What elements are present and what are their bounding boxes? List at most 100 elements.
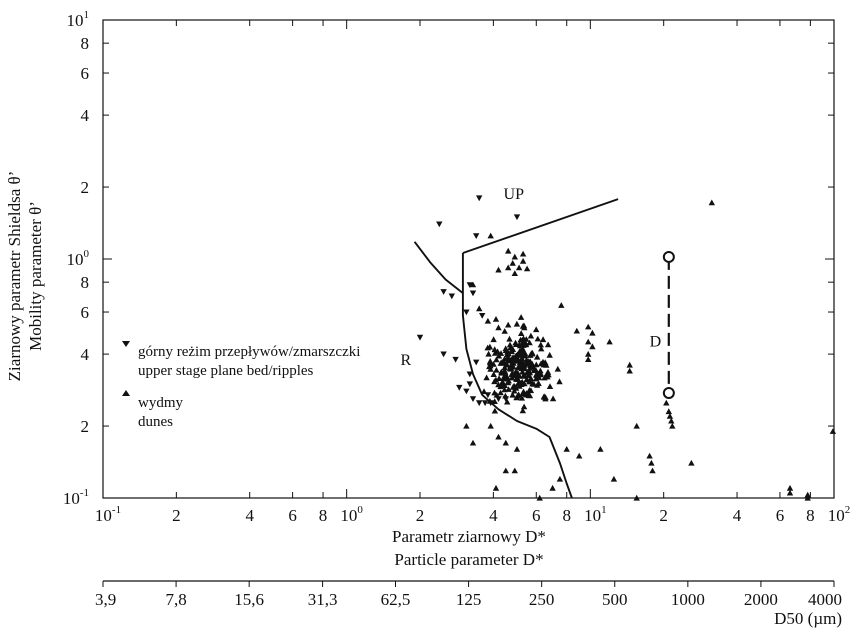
dune-point (585, 323, 592, 330)
dune-point (487, 358, 494, 364)
dune-point (501, 382, 508, 388)
dune-point (534, 335, 541, 342)
y-tick-label: 6 (81, 303, 90, 322)
plot-frame (102, 19, 835, 499)
dune-point (520, 335, 527, 342)
dune-point (491, 350, 499, 356)
dune-point (516, 382, 523, 389)
dune-point (492, 316, 500, 322)
secondary-tick-label: 2000 (744, 590, 778, 609)
dune-point (523, 265, 531, 272)
dune-point (626, 361, 633, 368)
secondary-axis-label: D50 (µm) (774, 609, 842, 628)
legend-marker-upper-stage (122, 341, 130, 347)
dune-point (606, 338, 613, 345)
axis-ticks: 10-1 2 4 6 8 100 2 4 6 8 101 2 4 6 8 102 10-1 2 4 6 8 100 2 4 6 8… (63, 9, 850, 609)
open-circle-marker (662, 386, 675, 399)
y-tick-label: 4 (81, 345, 90, 364)
dune-point (504, 398, 511, 405)
dune-point (534, 353, 541, 360)
dune-point (517, 314, 525, 320)
region-label-r: R (401, 352, 412, 369)
dune-point (585, 338, 592, 345)
dune-point (511, 467, 518, 474)
dune-point (483, 374, 490, 381)
dune-point (498, 359, 506, 365)
dune-point (509, 391, 516, 398)
legend-label-upper-stage-pl: górny reżim przepływów/zmarszczki (138, 344, 360, 360)
dune-point (469, 439, 477, 446)
y-tick-label: 101 (67, 9, 90, 30)
dune-point (515, 363, 522, 369)
upper-stage-point (466, 381, 473, 388)
dune-point (487, 422, 494, 429)
dune-point (505, 321, 512, 328)
dune-point (537, 360, 545, 367)
x-tick-label: 10-1 (95, 504, 121, 525)
dune-point (495, 324, 502, 331)
y-tick-label: 8 (81, 273, 90, 292)
dune-point (554, 365, 561, 372)
dune-point (490, 336, 497, 343)
dune-point (509, 359, 516, 365)
y-tick-label: 6 (81, 64, 90, 83)
dune-point (495, 381, 502, 388)
dune-point (505, 247, 512, 254)
dune-point (511, 270, 518, 276)
x-tick-label: 2 (416, 506, 425, 525)
y-axis-label-polish: Ziarnowy parametr Shieldsa θ’ (5, 171, 24, 382)
dune-point (495, 266, 502, 273)
dune-point (520, 347, 527, 354)
dune-point (507, 365, 514, 372)
upper-stage-point (469, 290, 477, 297)
dune-point (493, 391, 500, 398)
upper-stage-point (440, 289, 447, 295)
dune-point (535, 380, 542, 386)
dune-point (505, 350, 512, 357)
upper-stage-point (436, 221, 443, 228)
dune-point (521, 380, 528, 387)
dune-point (546, 383, 554, 389)
region-label-d: D (650, 334, 662, 351)
x-tick-label: 101 (584, 504, 607, 525)
dune-point (633, 422, 640, 429)
y-tick-label: 2 (81, 178, 90, 197)
plot-border (102, 19, 835, 499)
dune-point (526, 365, 534, 371)
dune-point (786, 484, 794, 491)
upper-stage-point (452, 356, 459, 363)
dune-point (649, 467, 656, 474)
dune-point (516, 342, 524, 349)
dune-point (573, 327, 580, 334)
legend-label-dunes-pl: wydmy (138, 395, 184, 411)
dune-point (522, 341, 530, 347)
x-tick-label: 8 (562, 506, 571, 525)
x-tick-label: 2 (172, 506, 181, 525)
dune-point (517, 357, 525, 364)
dune-point (527, 332, 535, 339)
dune-point (490, 361, 497, 367)
dune-point (513, 394, 520, 401)
secondary-tick-label: 62,5 (381, 590, 411, 609)
dune-point (487, 232, 494, 239)
x-tick-label: 100 (340, 504, 363, 525)
dune-point (504, 354, 511, 361)
dune-point (501, 328, 508, 334)
x-axis-label-english: Particle parameter D* (394, 550, 543, 569)
dune-point (526, 378, 534, 385)
dune-point (523, 390, 530, 396)
dune-point (505, 386, 512, 392)
dune-point (534, 371, 542, 378)
legend-label-dunes-en: dunes (138, 414, 173, 430)
dune-point (515, 370, 522, 377)
dune-point (487, 366, 494, 372)
legend-marker-dunes (122, 390, 130, 396)
region-label-up: UP (504, 186, 525, 203)
dune-point (511, 253, 518, 260)
dune-point (597, 446, 604, 452)
dune-point (520, 403, 528, 410)
upper-stage-point (495, 396, 502, 402)
dune-point (804, 494, 811, 501)
dune-point (501, 386, 508, 393)
